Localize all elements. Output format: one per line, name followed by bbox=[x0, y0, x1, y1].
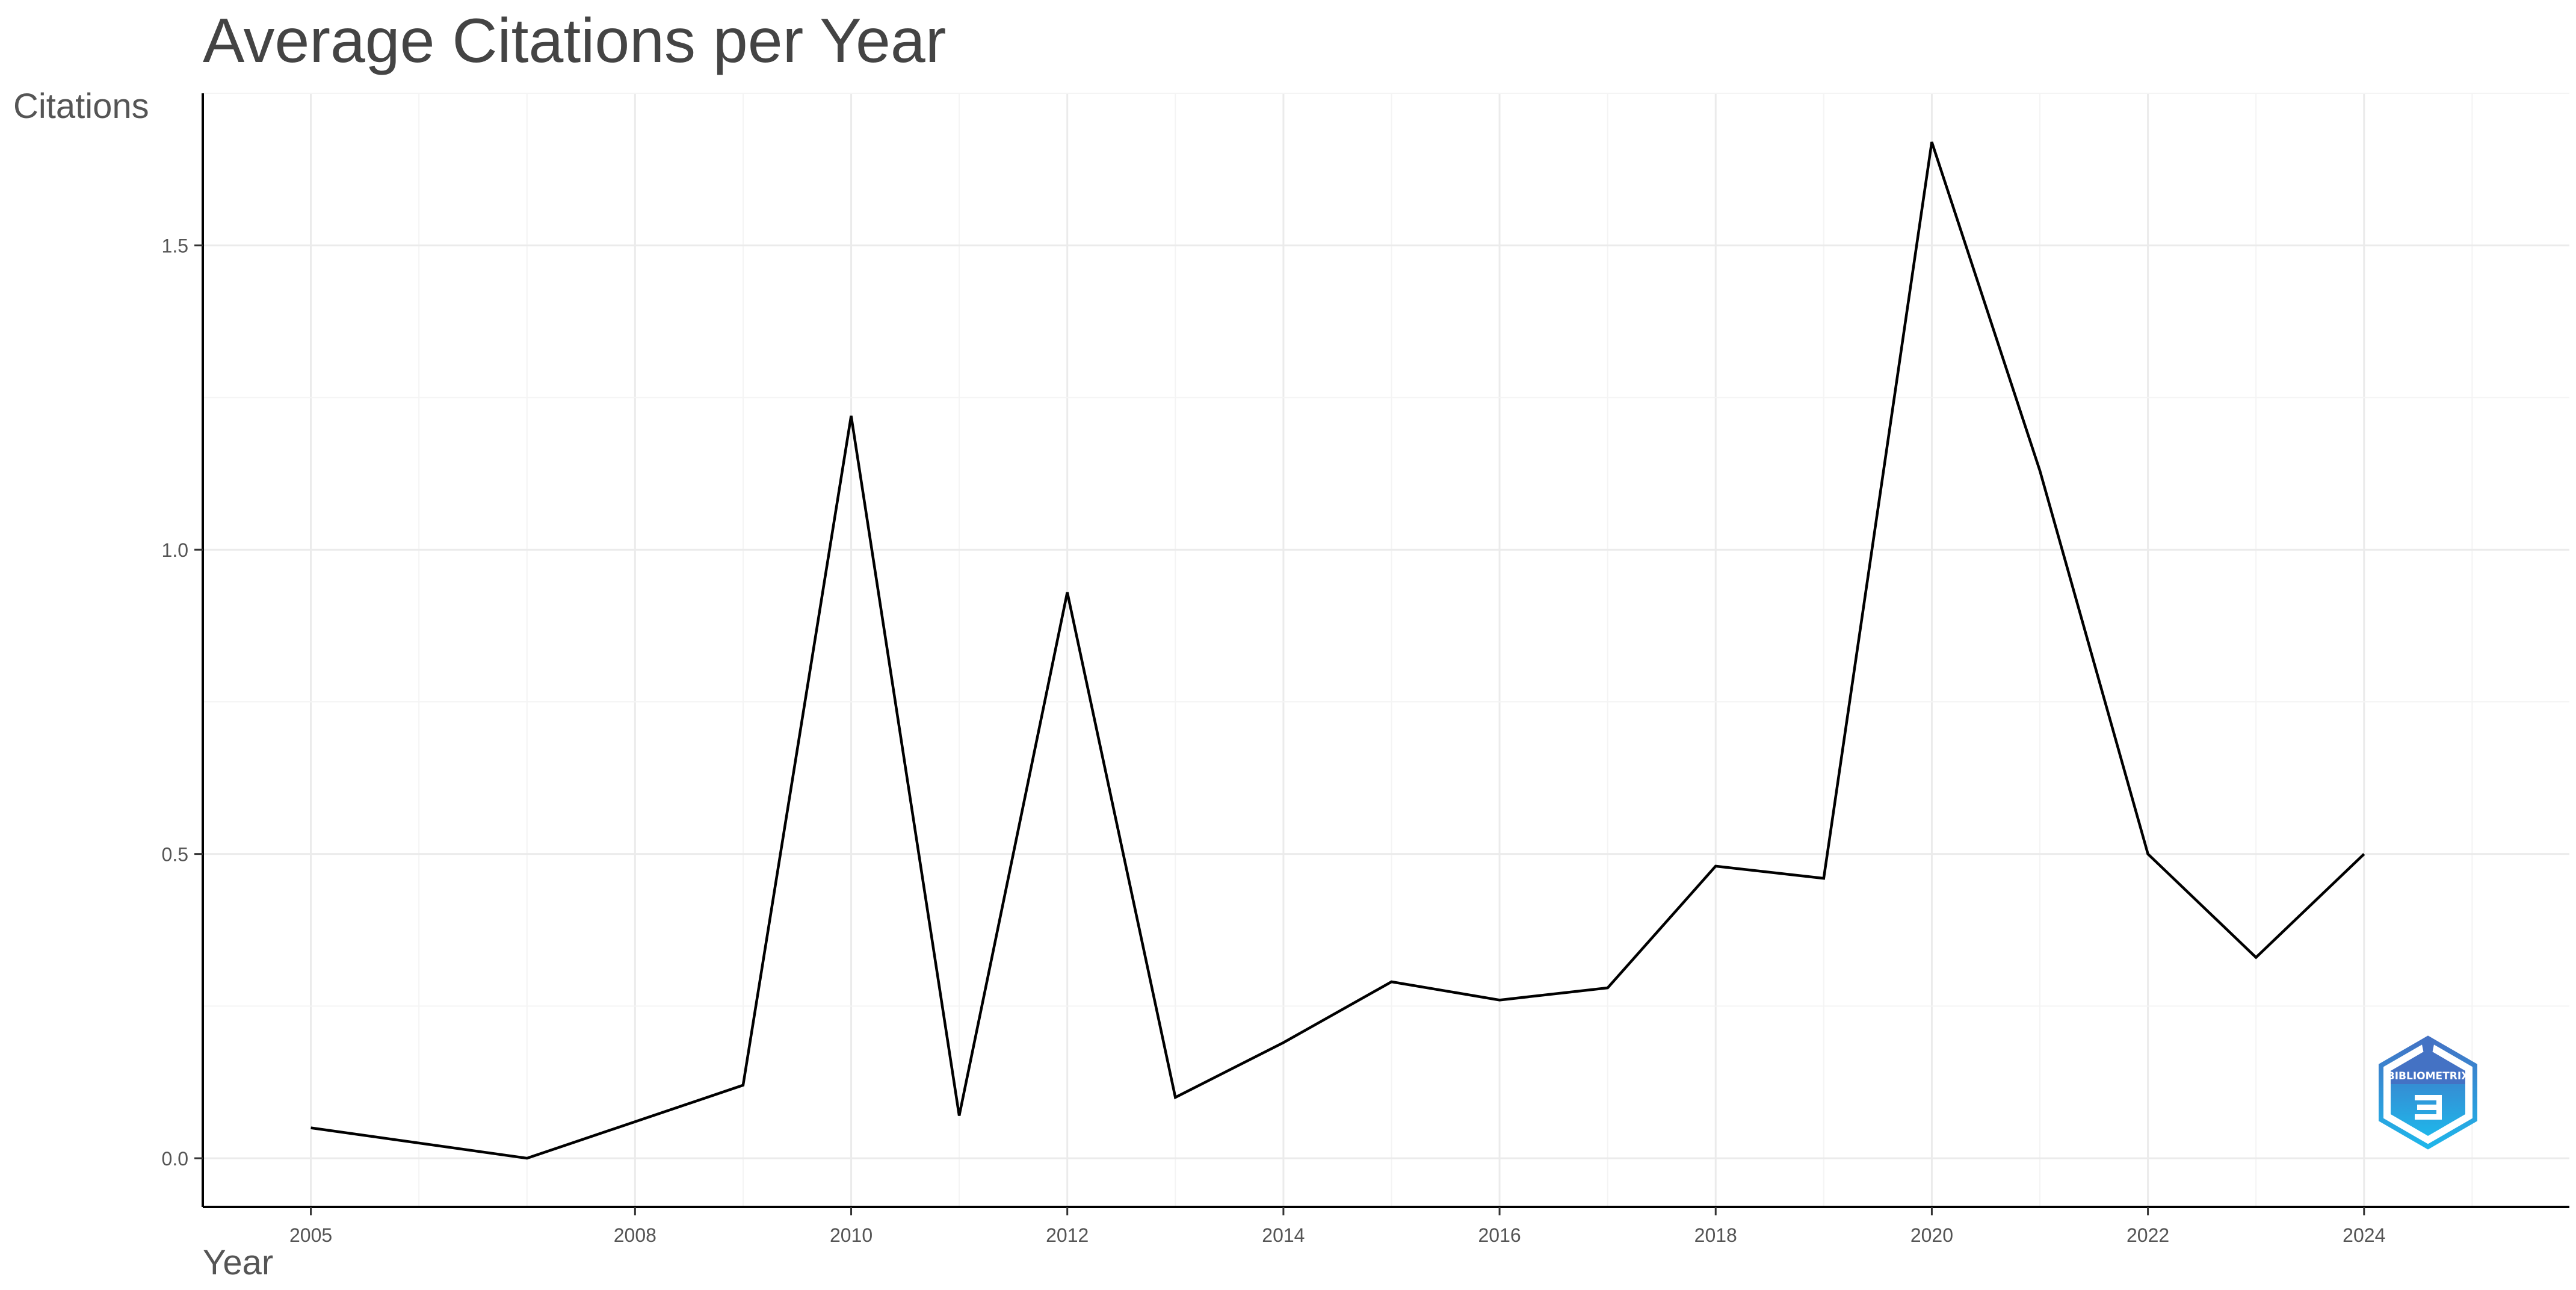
x-tick-label: 2020 bbox=[1910, 1224, 1953, 1246]
data-point bbox=[849, 414, 854, 418]
data-point bbox=[957, 1113, 962, 1118]
ticks: 2005 2008 2010 2012 2014 2016 2018 2020 2022 2024… bbox=[162, 235, 2386, 1246]
y-axis-title: Citations bbox=[13, 87, 149, 126]
data-point bbox=[525, 1156, 530, 1161]
data-point bbox=[1173, 1095, 1178, 1100]
data-point bbox=[2362, 852, 2367, 857]
data-point bbox=[1713, 864, 1718, 869]
data-point bbox=[1281, 1040, 1286, 1045]
x-tick-label: 2005 bbox=[289, 1224, 332, 1246]
data-point bbox=[1389, 979, 1394, 984]
series-layer bbox=[309, 140, 2367, 1161]
y-tick-label: 1.5 bbox=[162, 235, 188, 257]
data-point bbox=[1065, 590, 1070, 595]
bibliometrix-logo-icon: BIBLIOMETRIX bbox=[2379, 1035, 2477, 1150]
y-tick-label: 1.0 bbox=[162, 539, 188, 561]
axes bbox=[202, 93, 2569, 1208]
x-tick-label: 2024 bbox=[2343, 1224, 2385, 1246]
y-tick-label: 0.0 bbox=[162, 1148, 188, 1170]
series-line bbox=[310, 141, 2365, 1160]
data-point bbox=[1605, 985, 1610, 990]
data-point bbox=[1821, 876, 1826, 881]
x-tick-label: 2008 bbox=[614, 1224, 656, 1246]
logo-text: BIBLIOMETRIX bbox=[2387, 1070, 2469, 1082]
x-tick-label: 2014 bbox=[1262, 1224, 1305, 1246]
x-tick-label: 2010 bbox=[830, 1224, 873, 1246]
x-tick-label: 2012 bbox=[1046, 1224, 1089, 1246]
data-point bbox=[2146, 852, 2151, 857]
x-tick-label: 2022 bbox=[2127, 1224, 2169, 1246]
data-point bbox=[1497, 997, 1502, 1002]
x-axis-title: Year bbox=[203, 1243, 273, 1282]
x-tick-label: 2016 bbox=[1478, 1224, 1521, 1246]
data-point bbox=[1929, 140, 1934, 144]
x-tick-label: 2018 bbox=[1694, 1224, 1737, 1246]
data-point bbox=[2253, 955, 2258, 960]
data-point bbox=[741, 1083, 746, 1088]
y-tick-label: 0.5 bbox=[162, 844, 188, 866]
data-point bbox=[2037, 468, 2042, 473]
grid bbox=[202, 93, 2569, 1207]
chart-title: Average Citations per Year bbox=[203, 6, 946, 76]
data-point bbox=[309, 1126, 314, 1130]
